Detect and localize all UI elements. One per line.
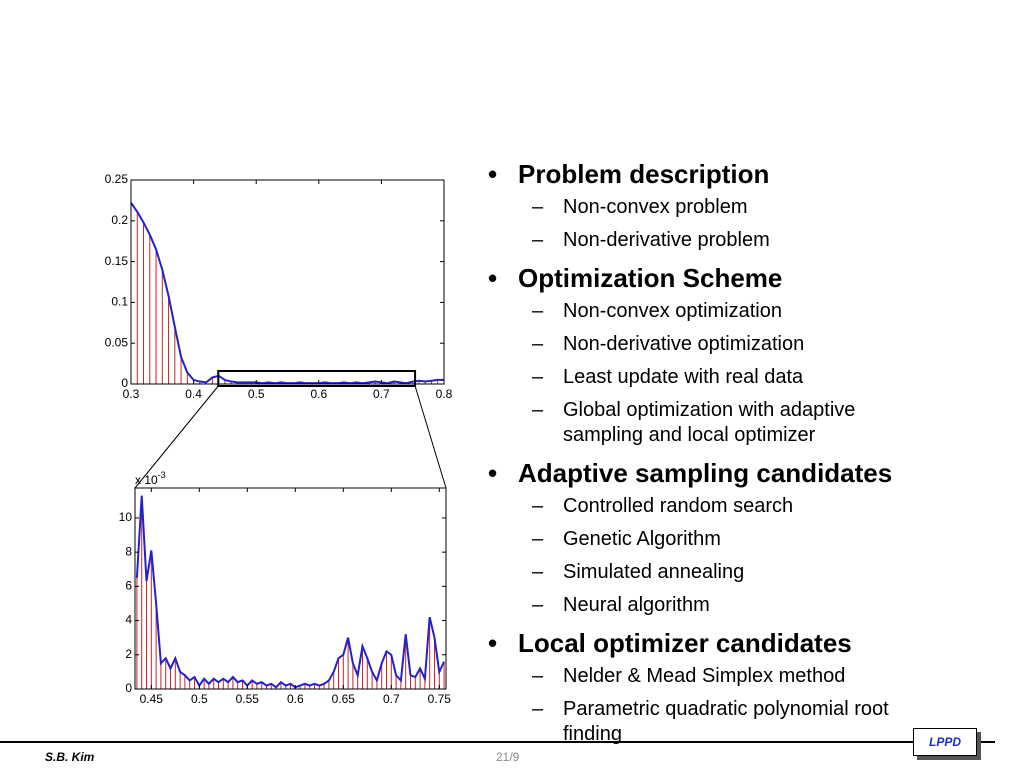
y-axis-label-exponent: -3 [158,470,166,480]
sub-bullet-text: Genetic Algorithm [563,528,721,550]
data-line [135,495,445,689]
y-axis-label: x 10-3 [135,470,166,487]
sub-bullet-marker: – [532,698,544,720]
sub-bullet-marker: – [532,300,544,322]
sub-bullet: – Nelder & Mead Simplex method [532,664,958,689]
bullet: • Adaptive sampling candidates [488,456,958,490]
sub-bullet-text: Nelder & Mead Simplex method [563,665,846,687]
y-tick-label: 6 [125,579,132,593]
bullet-group: • Optimization Scheme – Non-convex optimiza… [488,261,958,448]
sub-bullet: – Parametric quadratic polynomial root fi… [532,697,958,747]
sub-bullet: – Non-derivative optimization [532,332,958,357]
y-tick-label: 0.2 [111,213,128,227]
footer-page: 21/9 [496,750,520,764]
y-tick-label: 0.15 [105,254,129,268]
bullet-marker: • [488,458,498,488]
y-tick-label: 8 [125,544,132,558]
x-tick-label: 0.3 [123,387,140,401]
x-tick-label: 0.7 [373,387,390,401]
bullet-group: • Problem description – Non-convex problem –… [488,157,958,253]
sub-bullet-marker: – [532,665,544,687]
y-tick-label: 0 [125,681,132,695]
bullet-marker: • [488,628,498,658]
zoom-box [217,370,417,387]
sub-bullet: – Neural algorithm [532,593,958,618]
sub-bullet-text: Non-convex problem [563,196,748,218]
y-axis-label-base: x 10 [135,473,158,487]
y-tick-label: 10 [119,510,133,524]
sub-bullet: – Non-convex optimization [532,299,958,324]
x-tick-label: 0.4 [185,387,202,401]
bullet-text: Local optimizer candidates [518,628,852,658]
y-tick-label: 0.1 [111,295,128,309]
y-tick-label: 0 [121,376,128,390]
axes-frame [130,179,445,385]
sub-bullet-marker: – [532,333,544,355]
footer-author: S.B. Kim [45,750,95,764]
sub-bullet: – Genetic Algorithm [532,527,958,552]
y-tick-label: 0.25 [105,172,129,186]
zoom-connector [134,385,219,489]
sub-bullet-text: Simulated annealing [563,561,745,583]
zoom-connector [414,385,447,489]
sub-bullet-marker: – [532,594,544,616]
sub-bullet: – Simulated annealing [532,560,958,585]
sub-bullet-marker: – [532,196,544,218]
x-tick-label: 0.5 [248,387,265,401]
sub-bullet-marker: – [532,495,544,517]
y-tick-label: 2 [125,647,132,661]
bullet-text: Adaptive sampling candidates [518,458,893,488]
sub-bullet-marker: – [532,399,544,421]
sub-bullet: – Least update with real data [532,365,958,390]
x-tick-label: 0.7 [383,692,400,706]
bullet: • Local optimizer candidates [488,626,958,660]
sub-bullet-marker: – [532,229,544,251]
bullet-text: Optimization Scheme [518,263,783,293]
y-tick-label: 4 [125,613,132,627]
x-tick-label: 0.55 [236,692,260,706]
sub-bullet-text: Non-derivative optimization [563,333,805,355]
sub-bullet-text: Global optimization with adaptive sampli… [563,399,856,446]
x-tick-label: 0.5 [191,692,208,706]
sub-bullet: – Controlled random search [532,494,958,519]
x-tick-label: 0.45 [140,692,164,706]
bullet-marker: • [488,159,498,189]
bullet: • Optimization Scheme [488,261,958,295]
x-tick-label: 0.6 [310,387,327,401]
sub-bullet: – Non-derivative problem [532,228,958,253]
sub-bullet: – Non-convex problem [532,195,958,220]
x-tick-label: 0.8 [436,387,453,401]
logo: LPPD [913,728,977,756]
sub-bullet-marker: – [532,561,544,583]
sub-bullet-text: Controlled random search [563,495,794,517]
bullet-group: • Local optimizer candidates – Nelder & Mea… [488,626,958,747]
sub-bullet-text: Neural algorithm [563,594,710,616]
sub-bullet-text: Least update with real data [563,366,804,388]
y-tick-label: 0.05 [105,335,129,349]
bullet-marker: • [488,263,498,293]
sub-bullet-text: Non-convex optimization [563,300,782,322]
bullet-list: • Problem description – Non-convex problem –… [488,157,958,755]
bullet-group: • Adaptive sampling candidates – Controlled… [488,456,958,618]
bullet-text: Problem description [518,159,770,189]
data-line [130,202,444,385]
sub-bullet-text: Non-derivative problem [563,229,770,251]
axes-frame [134,487,447,690]
x-tick-label: 0.75 [428,692,452,706]
sub-bullet-marker: – [532,366,544,388]
x-tick-label: 0.6 [287,692,304,706]
x-tick-label: 0.65 [332,692,356,706]
sub-bullet: – Global optimization with adaptive sampl… [532,398,958,448]
sub-bullet-marker: – [532,528,544,550]
sub-bullet-text: Parametric quadratic polynomial root fin… [563,698,889,745]
bullet: • Problem description [488,157,958,191]
